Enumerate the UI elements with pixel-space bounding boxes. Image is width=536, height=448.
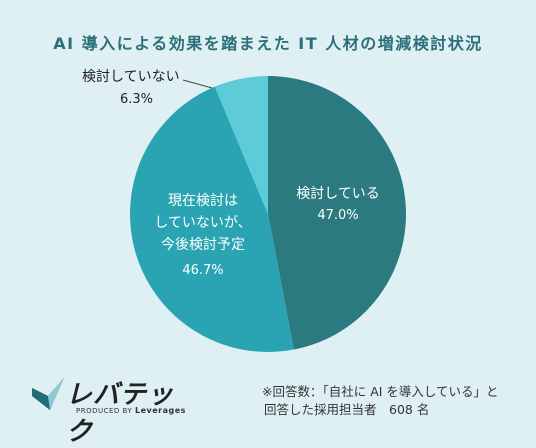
brand-logo: レバテック PRODUCED BY Leverages (28, 374, 188, 447)
leader-line-slice-2 (182, 79, 213, 89)
slice-label-2-text: 検討していない (82, 69, 180, 85)
chart-title: AI 導入による効果を踏まえた IT 人材の増減検討状況 (53, 34, 483, 53)
pie-slice-0 (268, 76, 407, 350)
footnote-line2: 回答した採用担当者 608 名 (264, 402, 430, 417)
slice-label-1-line1: 現在検討は (168, 193, 238, 209)
slice-label-0-text: 検討している (296, 186, 380, 202)
brand-sub-name: Leverages (134, 406, 186, 415)
footnote-line1: ※回答数：「自社に AI を導入している」と (262, 384, 499, 399)
slice-label-1-line2: していないが、 (154, 215, 252, 231)
slice-label-1-line3: 今後検討予定 (161, 237, 245, 253)
pie-slice-1 (130, 86, 294, 352)
brand-mark-icon (32, 378, 64, 410)
slice-label-0-value: 47.0% (317, 208, 359, 223)
brand-sub-prefix: PRODUCED BY (76, 407, 133, 415)
pie-slice-2 (214, 76, 268, 214)
slice-label-1: 現在検討は していないが、 今後検討予定 46.7% (138, 190, 268, 282)
slice-label-1-value: 46.7% (182, 263, 224, 278)
slice-label-0: 検討している 47.0% (278, 183, 398, 227)
slice-label-2-value: 6.3% (120, 92, 154, 107)
brand-sub: PRODUCED BY Leverages (76, 406, 186, 415)
footnote: ※回答数：「自社に AI を導入している」と 回答した採用担当者 608 名 (262, 383, 522, 419)
